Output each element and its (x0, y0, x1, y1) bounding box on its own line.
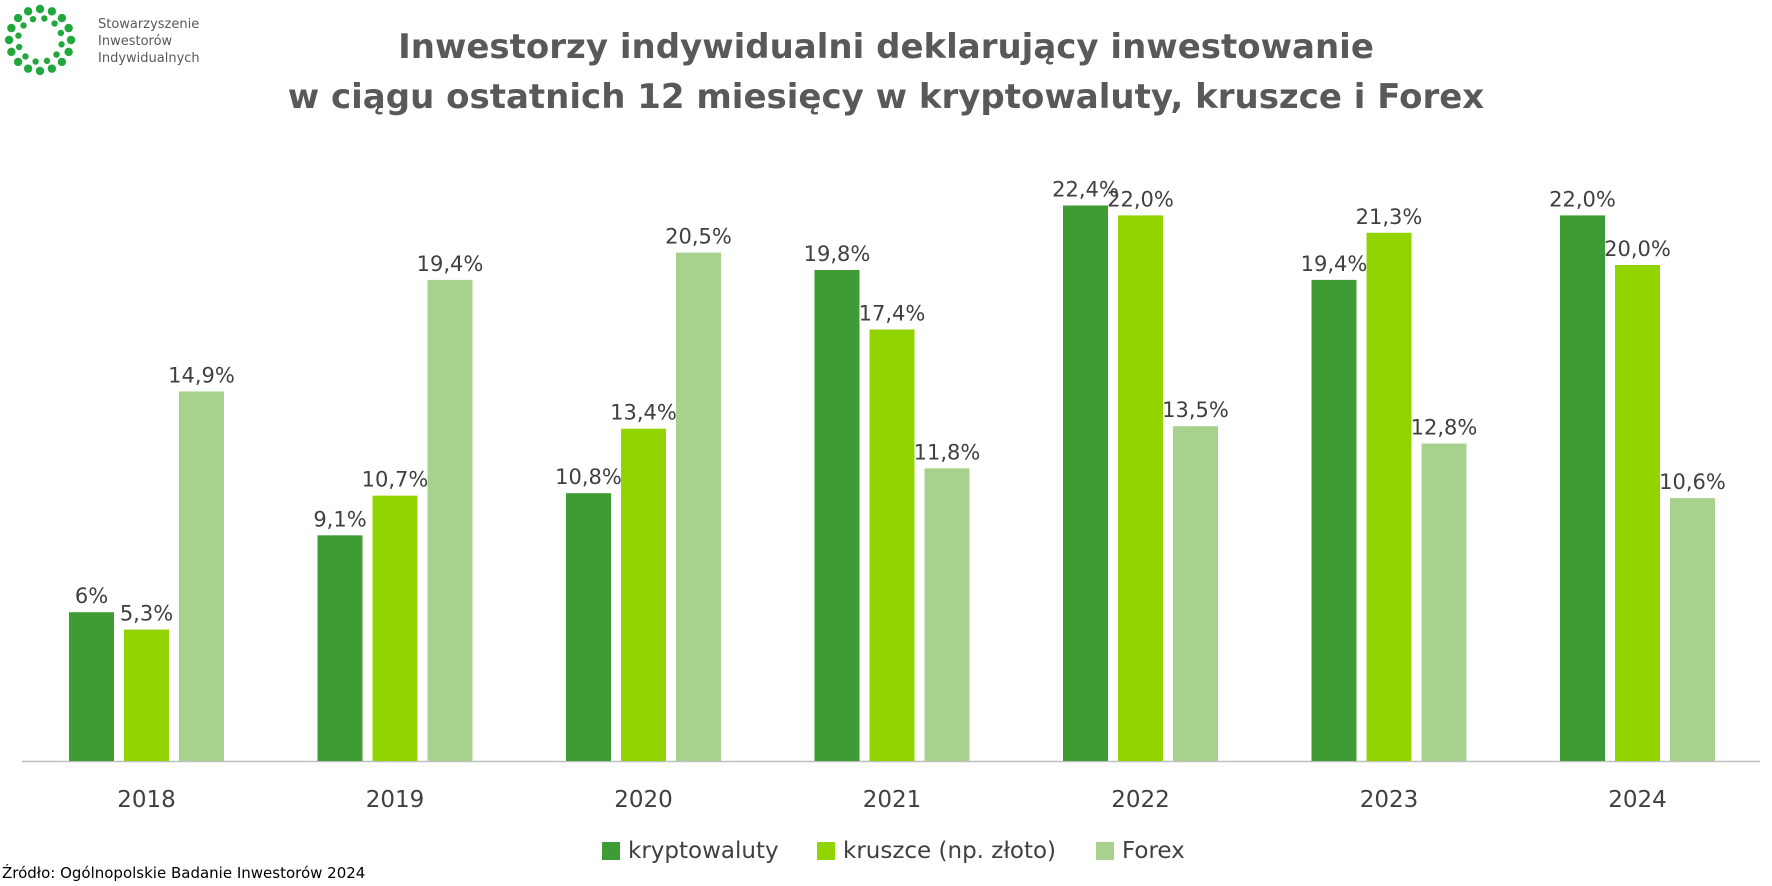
data-label-2019-1: 9,1% (313, 507, 366, 531)
bar-2024-3 (1670, 498, 1715, 761)
logo-dot (13, 13, 23, 23)
data-label-2022-1: 22,4% (1052, 177, 1119, 201)
data-label-2022-3: 13,5% (1162, 398, 1229, 422)
logo-dot (64, 47, 73, 57)
legend-swatch-kryptowaluty (602, 842, 620, 860)
logo-dot (15, 43, 23, 51)
data-label-2024-3: 10,6% (1659, 470, 1726, 494)
legend-swatch-kruszce (817, 842, 835, 860)
data-label-2019-3: 19,4% (417, 252, 484, 276)
logo-text-line-2: Inwestorów (98, 34, 173, 49)
logo-dot (23, 64, 33, 73)
logo-dot (22, 53, 29, 60)
bar-2019-2 (372, 495, 418, 761)
bar-2023-1 (1311, 279, 1357, 761)
x-tick-label-2018: 2018 (117, 787, 176, 813)
chart-title-line-2: w ciągu ostatnich 12 miesięcy w kryptowa… (287, 77, 1485, 117)
legend-item-kryptowaluty: kryptowaluty (602, 836, 779, 866)
data-label-2023-1: 19,4% (1301, 252, 1368, 276)
bar-2021-3 (924, 468, 970, 761)
legend-label-kryptowaluty: kryptowaluty (628, 838, 779, 864)
data-label-2023-3: 12,8% (1411, 416, 1478, 440)
logo-dot (47, 7, 57, 16)
bar-2023-3 (1421, 443, 1467, 761)
logo-dot (41, 15, 48, 22)
bar-2019-3 (427, 279, 473, 761)
x-tick-label-2022: 2022 (1111, 787, 1170, 813)
data-label-2019-2: 10,7% (362, 468, 429, 492)
bar-2021-2 (869, 329, 915, 761)
logo-dot (57, 13, 67, 23)
bar-2020-3 (676, 252, 721, 761)
logo-dot (53, 51, 60, 58)
data-label-2021-1: 19,8% (804, 242, 871, 266)
bar-2018-2 (124, 629, 169, 761)
x-tick-label-2024: 2024 (1608, 787, 1667, 813)
data-label-2018-3: 14,9% (168, 363, 235, 387)
bar-2020-1 (566, 493, 611, 761)
data-label-2020-1: 10,8% (555, 465, 622, 489)
x-tick-label-2020: 2020 (614, 787, 673, 813)
data-label-2020-2: 13,4% (610, 401, 677, 425)
data-label-2021-3: 11,8% (914, 440, 981, 464)
data-label-2018-1: 6% (75, 584, 108, 608)
logo-dot (7, 23, 16, 33)
legend-item-forex: Forex (1096, 836, 1185, 866)
logo-dot (20, 22, 27, 29)
chart-title: Inwestorzy indywidualni deklarujący inwe… (0, 22, 1772, 122)
logo-dot (7, 47, 16, 57)
data-label-2020-3: 20,5% (665, 225, 732, 249)
x-tick-label-2021: 2021 (863, 787, 922, 813)
legend-label-forex: Forex (1122, 838, 1185, 864)
bar-2022-2 (1118, 215, 1163, 761)
data-label-2021-2: 17,4% (859, 301, 926, 325)
logo-dot (64, 23, 73, 33)
bar-2019-1 (317, 535, 363, 761)
association-logo (4, 4, 76, 76)
logo-dot (35, 4, 45, 14)
x-tick-label-2023: 2023 (1360, 787, 1419, 813)
logo-dot (29, 15, 37, 23)
data-label-2024-2: 20,0% (1604, 237, 1671, 261)
chart-title-line-1: Inwestorzy indywidualni deklarujący inwe… (398, 27, 1374, 67)
bar-2020-2 (621, 428, 666, 761)
bar-2018-1 (69, 612, 114, 761)
logo-dot (58, 41, 65, 48)
bar-2021-1 (814, 269, 860, 761)
logo-dot (4, 35, 14, 45)
logo-dot (15, 32, 22, 39)
legend-swatch-forex (1096, 842, 1114, 860)
data-label-2018-2: 5,3% (120, 602, 173, 626)
legend-label-kruszce: kruszce (np. złoto) (843, 838, 1057, 864)
logo-dot (13, 57, 23, 67)
logo-text-line-3: Indywidualnych (98, 51, 200, 66)
x-tick-label-2019: 2019 (366, 787, 425, 813)
logo-dot (23, 7, 33, 16)
logo-dot (35, 66, 45, 76)
bar-2023-2 (1366, 232, 1412, 761)
legend-item-kruszce: kruszce (np. złoto) (817, 836, 1056, 866)
bar-2024-1 (1560, 215, 1605, 761)
bar-2024-2 (1615, 265, 1660, 761)
logo-dot (51, 20, 58, 27)
logo-text: Stowarzyszenie Inwestorów Indywidualnych (98, 16, 200, 67)
logo-dot (66, 35, 76, 45)
logo-text-line-1: Stowarzyszenie (98, 17, 200, 32)
logo-dot (47, 64, 57, 73)
source-note: Źródło: Ogólnopolskie Badanie Inwestorów… (2, 864, 366, 882)
data-label-2022-2: 22,0% (1107, 187, 1174, 211)
logo-dot (32, 58, 39, 65)
logo-dot (57, 57, 67, 67)
data-label-2023-2: 21,3% (1356, 205, 1423, 229)
logo-dot (57, 29, 65, 37)
bar-2022-1 (1063, 205, 1108, 762)
logo-dot (43, 57, 51, 65)
bar-2018-3 (179, 391, 224, 761)
bar-2022-3 (1173, 426, 1218, 761)
data-label-2024-1: 22,0% (1549, 187, 1616, 211)
